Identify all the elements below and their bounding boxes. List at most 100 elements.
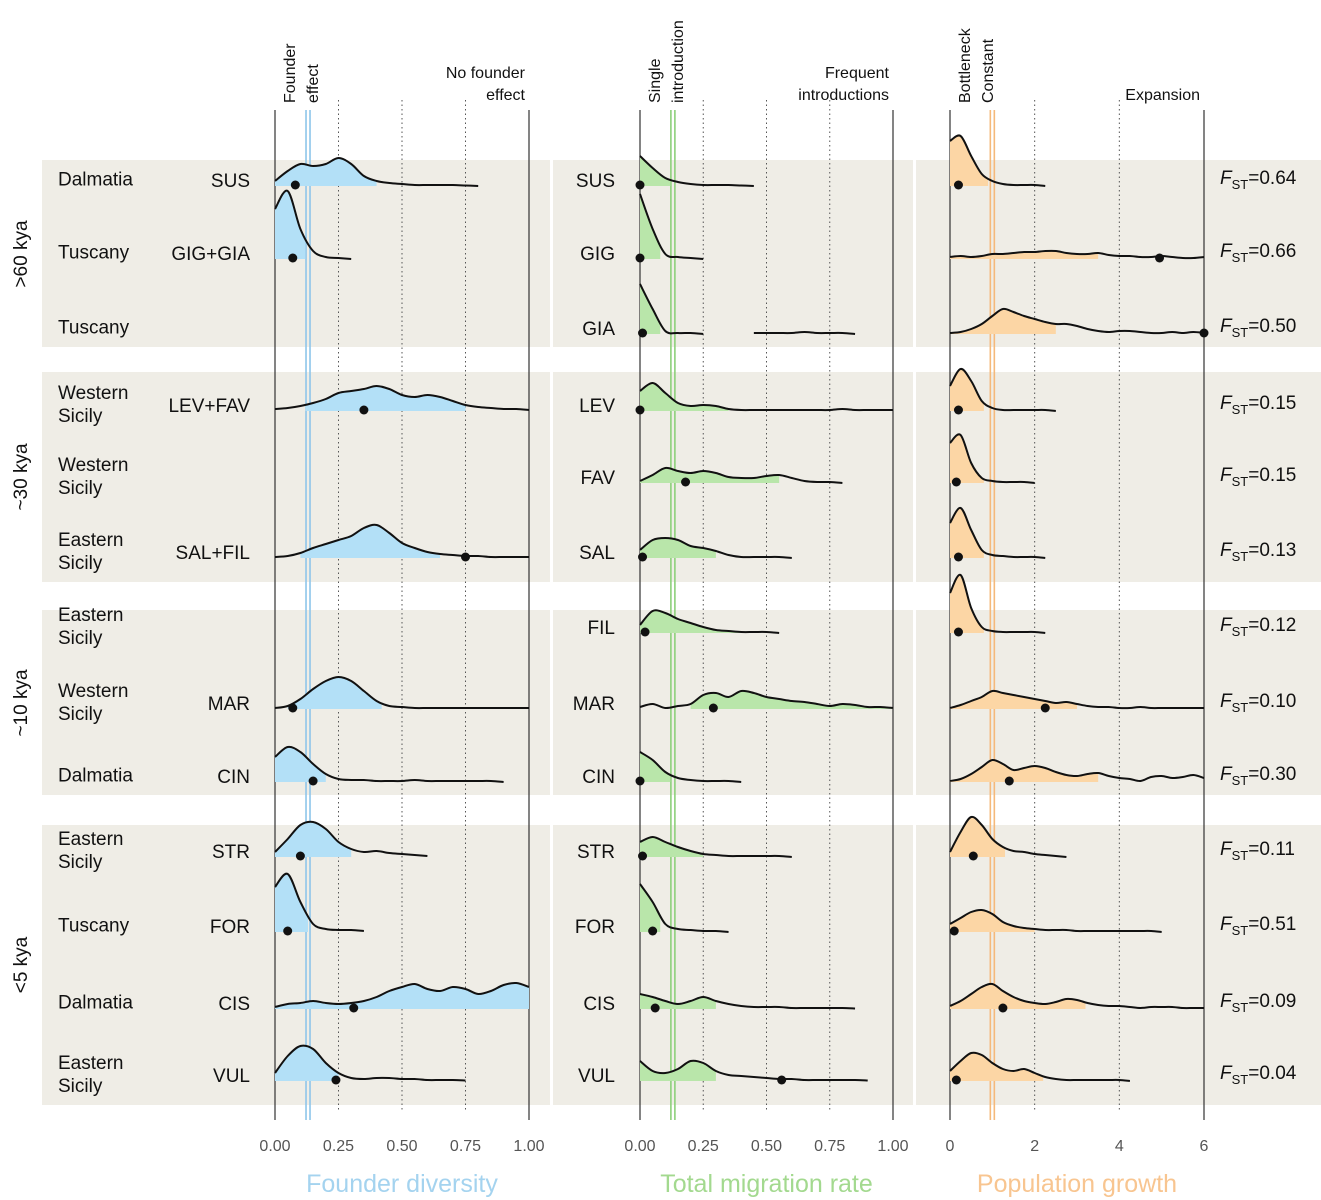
fst-label: FST=0.12 [1220,615,1296,639]
density-fill [950,983,1086,1009]
header-annotation: Frequent [825,65,890,82]
fst-label: FST=0.09 [1220,991,1296,1015]
fst-symbol: F [1220,393,1232,415]
group-label: CIS [218,994,250,1015]
header-annotation: Expansion [1125,87,1200,104]
period-band [553,160,913,347]
fst-value: 0.51 [1259,914,1297,936]
density-curve [639,751,742,783]
density-curve [639,1059,868,1082]
density-curve [274,189,352,260]
region-label: Eastern Sicily [58,1053,124,1097]
density-curve [639,466,843,484]
fst-subscript: ST [1231,548,1249,564]
header-annotation: introduction [670,20,687,103]
point-estimate [635,253,645,263]
density-fill [275,190,306,259]
density-curve [639,609,780,634]
density-curve [639,382,893,412]
x-tick-label: 4 [1115,1138,1124,1155]
period-label: >60 kya [11,219,32,288]
fst-subscript: ST [1231,473,1249,489]
fst-label: FST=0.50 [1220,316,1296,340]
point-estimate [331,1075,341,1085]
density-fill [640,538,716,558]
x-tick-label: 0 [946,1138,955,1155]
fst-symbol: F [1220,615,1232,637]
fst-sign: = [1248,615,1260,637]
fst-label: FST=0.30 [1220,764,1296,788]
period-band [916,160,1321,347]
fst-value: 0.04 [1259,1063,1297,1085]
point-estimate [359,405,369,415]
group-label: FAV [581,468,616,489]
density-fill [640,752,671,782]
fst-label: FST=0.15 [1220,465,1296,489]
fst-value: 0.11 [1259,839,1295,861]
density-curve [639,283,704,335]
x-tick-label: 0.50 [386,1138,417,1155]
fst-sign: = [1248,316,1260,338]
fst-label: FST=0.15 [1220,393,1296,417]
density-curve [949,815,1067,858]
period-label: ~10 kya [11,668,32,737]
x-tick-label: 0.25 [688,1138,719,1155]
group-label: MAR [208,694,250,715]
fst-value: 0.12 [1259,615,1297,637]
x-tick-label: 1.00 [513,1138,544,1155]
density-curve [949,758,1205,783]
point-estimate [1004,776,1014,786]
point-estimate [290,180,300,190]
region-label: Dalmatia [58,992,133,1014]
density-curve [949,134,1046,187]
density-fill [950,368,984,411]
point-estimate [635,180,645,190]
fst-label: FST=0.13 [1220,540,1296,564]
fst-subscript: ST [1231,922,1249,938]
fst-sign: = [1248,991,1260,1013]
fst-value: 0.15 [1259,465,1297,487]
point-estimate [1155,253,1165,263]
x-tick-label: 6 [1200,1138,1209,1155]
density-curve [639,536,792,559]
density-curve [949,689,1204,710]
group-label: MAR [573,694,615,715]
density-curve [274,1044,466,1082]
fst-value: 0.50 [1259,316,1297,338]
group-label: FOR [575,917,615,938]
density-curve [274,872,364,932]
point-estimate [949,926,959,936]
group-label: GIA [582,319,615,340]
density-fill [640,284,661,334]
density-curve [949,307,1205,335]
period-label: ~30 kya [11,443,32,511]
fst-label: FST=0.64 [1220,168,1296,192]
fst-symbol: F [1220,914,1232,936]
point-estimate [777,1075,787,1085]
fst-symbol: F [1220,691,1232,713]
group-label: VUL [213,1066,250,1087]
x-tick-label: 0.25 [323,1138,354,1155]
group-label: CIN [217,767,250,788]
point-estimate [968,851,978,861]
period-label: <5 kya [11,936,32,994]
density-fill [640,884,661,932]
point-estimate [1199,328,1209,338]
group-label: VUL [578,1066,615,1087]
header-annotation: Single [647,58,664,103]
density-curve [753,330,856,335]
fst-subscript: ST [1231,772,1249,788]
density-fill [640,467,780,483]
fst-label: FST=0.04 [1220,1063,1296,1087]
fst-symbol: F [1220,465,1232,487]
point-estimate [295,851,305,861]
density-fill [950,135,989,186]
point-estimate [308,776,318,786]
fst-label: FST=0.11 [1220,839,1295,863]
density-fill [275,746,326,782]
density-curve [949,908,1162,933]
fst-sign: = [1248,839,1260,861]
point-estimate [283,926,293,936]
density-fill [275,1045,339,1081]
